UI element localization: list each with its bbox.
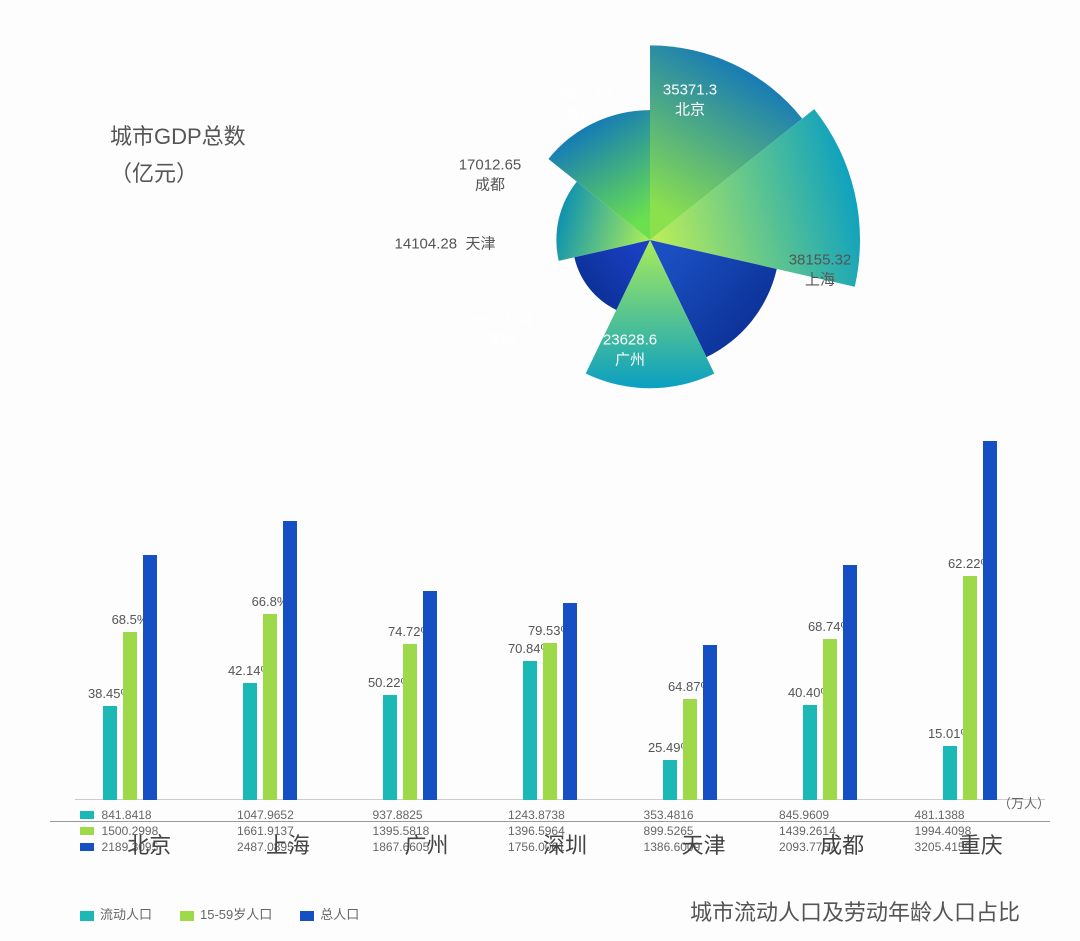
pie-chart-title: 城市GDP总数 （亿元）	[110, 118, 246, 193]
bar-floating: 70.84%	[523, 661, 537, 800]
city-label: 上海	[219, 828, 358, 860]
bar-floating: 25.49%	[663, 760, 677, 800]
bar-group-深圳: 70.84% 79.53%	[500, 603, 600, 800]
legend-sq-floating	[80, 811, 94, 819]
bar-working: 64.87%	[683, 699, 697, 800]
bar-data-table: 841.84181047.9652937.88251243.8738353.48…	[50, 807, 1050, 855]
bar-floating: 40.40%	[803, 705, 817, 800]
city-label: 北京	[80, 828, 219, 860]
pie-label-重庆: 23605.77重庆	[549, 86, 612, 125]
bar-floating: 15.01%	[943, 746, 957, 800]
bar-group-天津: 25.49% 64.87%	[640, 645, 740, 800]
data-cell: 353.4816	[644, 808, 780, 822]
bar-group-成都: 40.40% 68.74%	[780, 565, 880, 800]
pie-title-line2: （亿元）	[110, 155, 246, 192]
bar-total	[983, 441, 997, 800]
pie-label-北京: 35371.3北京	[663, 81, 717, 120]
city-label: 重庆	[911, 828, 1050, 860]
bar-legend: 流动人口 15-59岁人口 总人口	[80, 904, 359, 923]
city-label: 深圳	[496, 828, 635, 860]
bar-total	[703, 645, 717, 800]
bar-working: 74.72%	[403, 644, 417, 800]
city-label: 成都	[773, 828, 912, 860]
bar-total	[843, 565, 857, 800]
data-cell: 845.9609	[779, 808, 915, 822]
bar-chart: （万人） 841.84181047.9652937.88251243.87383…	[50, 430, 1050, 890]
bar-chart-title: 城市流动人口及劳动年龄人口占比	[690, 895, 1020, 927]
bar-floating: 42.14%	[243, 683, 257, 800]
pie-label-上海: 38155.32上海	[789, 251, 852, 290]
bar-working: 68.5%	[123, 632, 137, 800]
bar-total	[283, 521, 297, 800]
legend-item-total: 总人口	[300, 904, 359, 923]
pie-label-深圳: 26927.09深圳	[469, 311, 532, 350]
bar-group-北京: 38.45% 68.5%	[80, 555, 180, 800]
bar-total	[563, 603, 577, 800]
data-cell: 481.1388	[915, 808, 1051, 822]
legend-item-working: 15-59岁人口	[180, 904, 272, 923]
bar-working: 66.8%	[263, 614, 277, 800]
pie-label-成都: 17012.65成都	[459, 156, 522, 195]
data-cell: 1047.9652	[237, 808, 373, 822]
city-label: 广州	[357, 828, 496, 860]
bar-working: 79.53%	[543, 643, 557, 800]
data-cell: 937.8825	[373, 808, 509, 822]
data-cell: 841.8418	[102, 808, 238, 822]
legend-item-floating: 流动人口	[80, 904, 152, 923]
bar-total	[143, 555, 157, 800]
bar-group-重庆: 15.01% 62.22%	[920, 441, 1020, 800]
pie-label-广州: 23628.6广州	[603, 331, 657, 370]
bar-group-广州: 50.22% 74.72%	[360, 591, 460, 800]
bar-group-上海: 42.14% 66.8%	[220, 521, 320, 800]
pie-title-line1: 城市GDP总数	[110, 118, 246, 155]
pie-chart: 35371.3北京 38155.32上海 23628.6广州 26927.09深圳 14…	[340, 10, 960, 470]
pie-label-天津: 14104.28 天津	[395, 234, 496, 254]
bar-total	[423, 591, 437, 800]
city-labels-row: 北京上海广州深圳天津成都重庆	[50, 821, 1050, 860]
bar-working: 68.74%	[823, 639, 837, 800]
bar-working: 62.22%	[963, 576, 977, 800]
data-cell: 1243.8738	[508, 808, 644, 822]
bar-floating: 38.45%	[103, 706, 117, 800]
bar-floating: 50.22%	[383, 695, 397, 800]
city-label: 天津	[634, 828, 773, 860]
